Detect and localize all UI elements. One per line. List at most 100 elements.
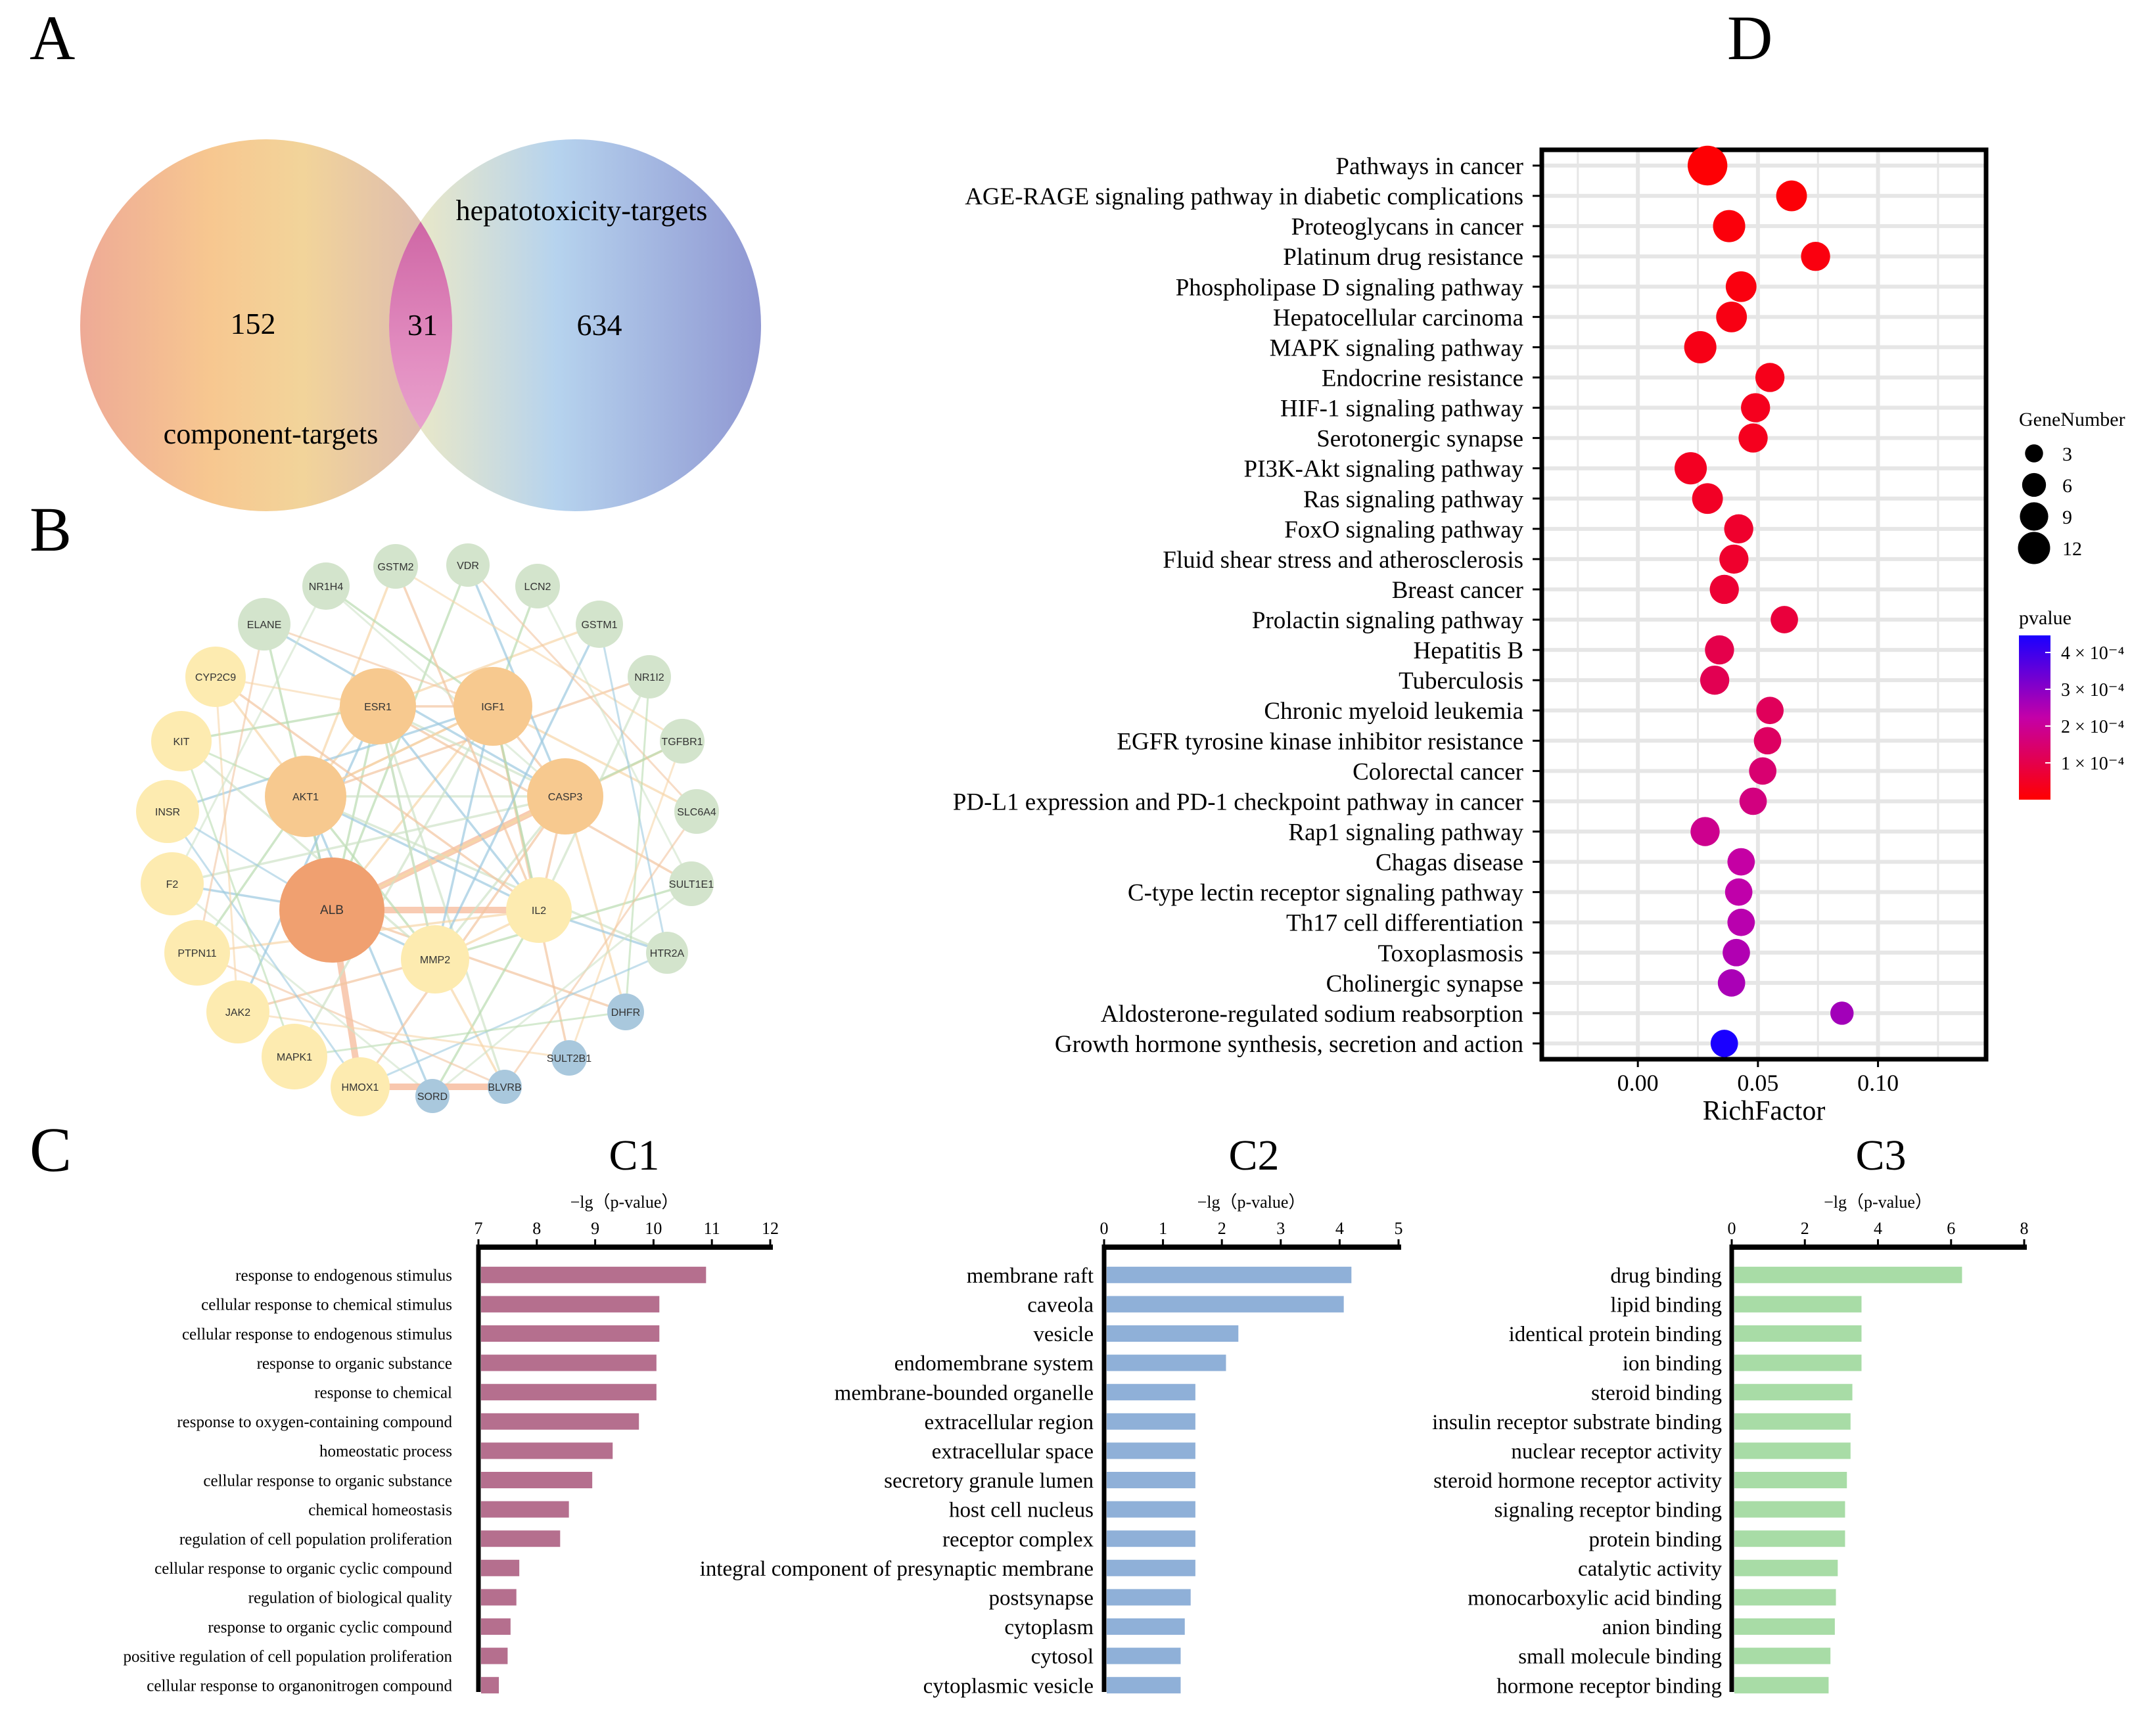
bar-category-label: signaling receptor binding [1494,1499,1722,1522]
bar-category-label: ion binding [1623,1352,1722,1376]
bar [1107,1589,1191,1606]
term-label: MAPK signaling pathway [1270,334,1524,361]
chart-c1: C1 −lg（p-value） 7 8 9 10 11 12 response to endo… [123,1131,779,1695]
bar [481,1618,511,1635]
term-label: Rap1 signaling pathway [1288,819,1523,846]
bubble-point [1716,301,1748,332]
bar [1734,1559,1838,1576]
network-node: CYP2C9 [185,647,246,707]
network-edge [166,811,361,1087]
bar-category-label: response to oxygen-containing compound [177,1413,452,1431]
network-node-circle [415,1079,450,1113]
network-node-label: NR1H4 [309,582,344,593]
axis-tick-label: 4 [1335,1219,1344,1238]
term-label: C-type lectin receptor signaling pathway [1128,880,1524,907]
network-node: HTR2A [646,932,688,974]
term-label: Prolactin signaling pathway [1252,607,1524,634]
network-node-circle [515,564,560,608]
network-node-label: CASP3 [548,792,583,803]
network-nodes: ALB AKT1 ESR1 IGF1 CASP3 IL2 MMP2 GSTM2 VDR LCN2 G… [136,543,719,1116]
term-label: Th17 cell differentiation [1286,910,1523,937]
network-node: F2 [141,852,204,915]
bar [481,1384,657,1401]
network-node: VDR [446,543,490,587]
legend-color-label: 4 × 10⁻⁴ [2061,643,2124,664]
network-node-circle [660,719,705,764]
bar-category-label: response to chemical [314,1384,452,1402]
term-label: PI3K-Akt signaling pathway [1244,456,1524,483]
network-node-circle [646,932,688,974]
network-edge [624,676,651,1013]
network-node: GSTM1 [576,601,623,648]
bubble-point [1684,331,1717,363]
bar [481,1325,660,1342]
network-node-label: MAPK1 [277,1052,312,1063]
legend-size-label: 9 [2062,507,2072,528]
network-edge [536,585,693,884]
network-edge [172,795,566,885]
axis-xlabel: −lg（p-value） [1197,1193,1306,1212]
plot-frame [1539,147,1989,1062]
legend-size-dot [2020,502,2049,531]
term-label: Ras signaling pathway [1303,486,1524,513]
bar-category-label: regulation of cell population proliferat… [179,1530,453,1548]
bar-category-label: extracellular space [932,1440,1094,1463]
bar [481,1354,657,1371]
bubble-point [1739,787,1767,815]
network-edge [359,951,668,1088]
panel-letter-c: C [30,1114,72,1185]
bubble-point [1709,574,1739,605]
bar [1734,1530,1845,1547]
bar [1734,1266,1962,1283]
bubble-point [1749,757,1777,785]
network-node-circle [669,861,714,906]
network-node-label: JAK2 [225,1007,250,1018]
bar-category-label: protein binding [1588,1528,1722,1551]
network-node-circle [136,780,199,843]
bubble-point [1725,878,1753,906]
bar-category-label: lipid binding [1610,1293,1722,1317]
network-node-label: SLC6A4 [677,807,716,818]
bar [1107,1530,1195,1547]
network-node-circle [151,711,212,771]
chart-c3-title: C3 [1855,1131,1906,1179]
network-node-label: INSR [155,807,180,818]
network-node: INSR [136,780,199,843]
term-label: PD-L1 expression and PD-1 checkpoint pat… [953,788,1523,815]
network-node: NR1H4 [302,562,350,610]
network-edge [264,623,494,708]
term-label: Pathways in cancer [1335,153,1523,180]
network-node-label: SULT2B1 [547,1053,591,1064]
bubble-point [1692,483,1723,514]
term-label: Chronic myeloid leukemia [1264,698,1523,725]
bar [1734,1325,1862,1342]
network-edge [197,951,505,1088]
network-node-label: GSTM2 [377,562,413,573]
bar [1107,1384,1195,1401]
venn-left-label: component-targets [164,418,379,450]
network-node: ALB [279,857,384,963]
network-edge [325,585,566,798]
axis-tick-label: 2 [1801,1219,1809,1238]
bar-category-label: steroid hormone receptor activity [1433,1469,1722,1493]
network-edge [377,706,506,1087]
axis-tick-label: 0.05 [1737,1070,1778,1096]
bubble-point [1727,848,1755,876]
network-edge [171,585,327,884]
network-node: CASP3 [527,758,603,834]
network-node-circle [401,925,469,994]
bar-category-label: cellular response to endogenous stimulus [182,1325,452,1343]
term-label: Cholinergic synapse [1326,971,1523,997]
network-node-circle [551,1040,587,1076]
network-edge [196,624,266,953]
bubble-point [1830,1001,1854,1025]
network-node-label: IL2 [532,905,546,917]
network-edge [434,624,601,960]
network-node-circle [628,655,671,698]
panel-letter-a: A [30,3,75,73]
term-label: Fluid shear stress and atherosclerosis [1163,547,1523,574]
axis-xlabel: −lg（p-value） [1824,1193,1932,1212]
term-label: Breast cancer [1392,577,1523,604]
bar [481,1677,499,1694]
bar-category-label: response to endogenous stimulus [235,1267,452,1285]
